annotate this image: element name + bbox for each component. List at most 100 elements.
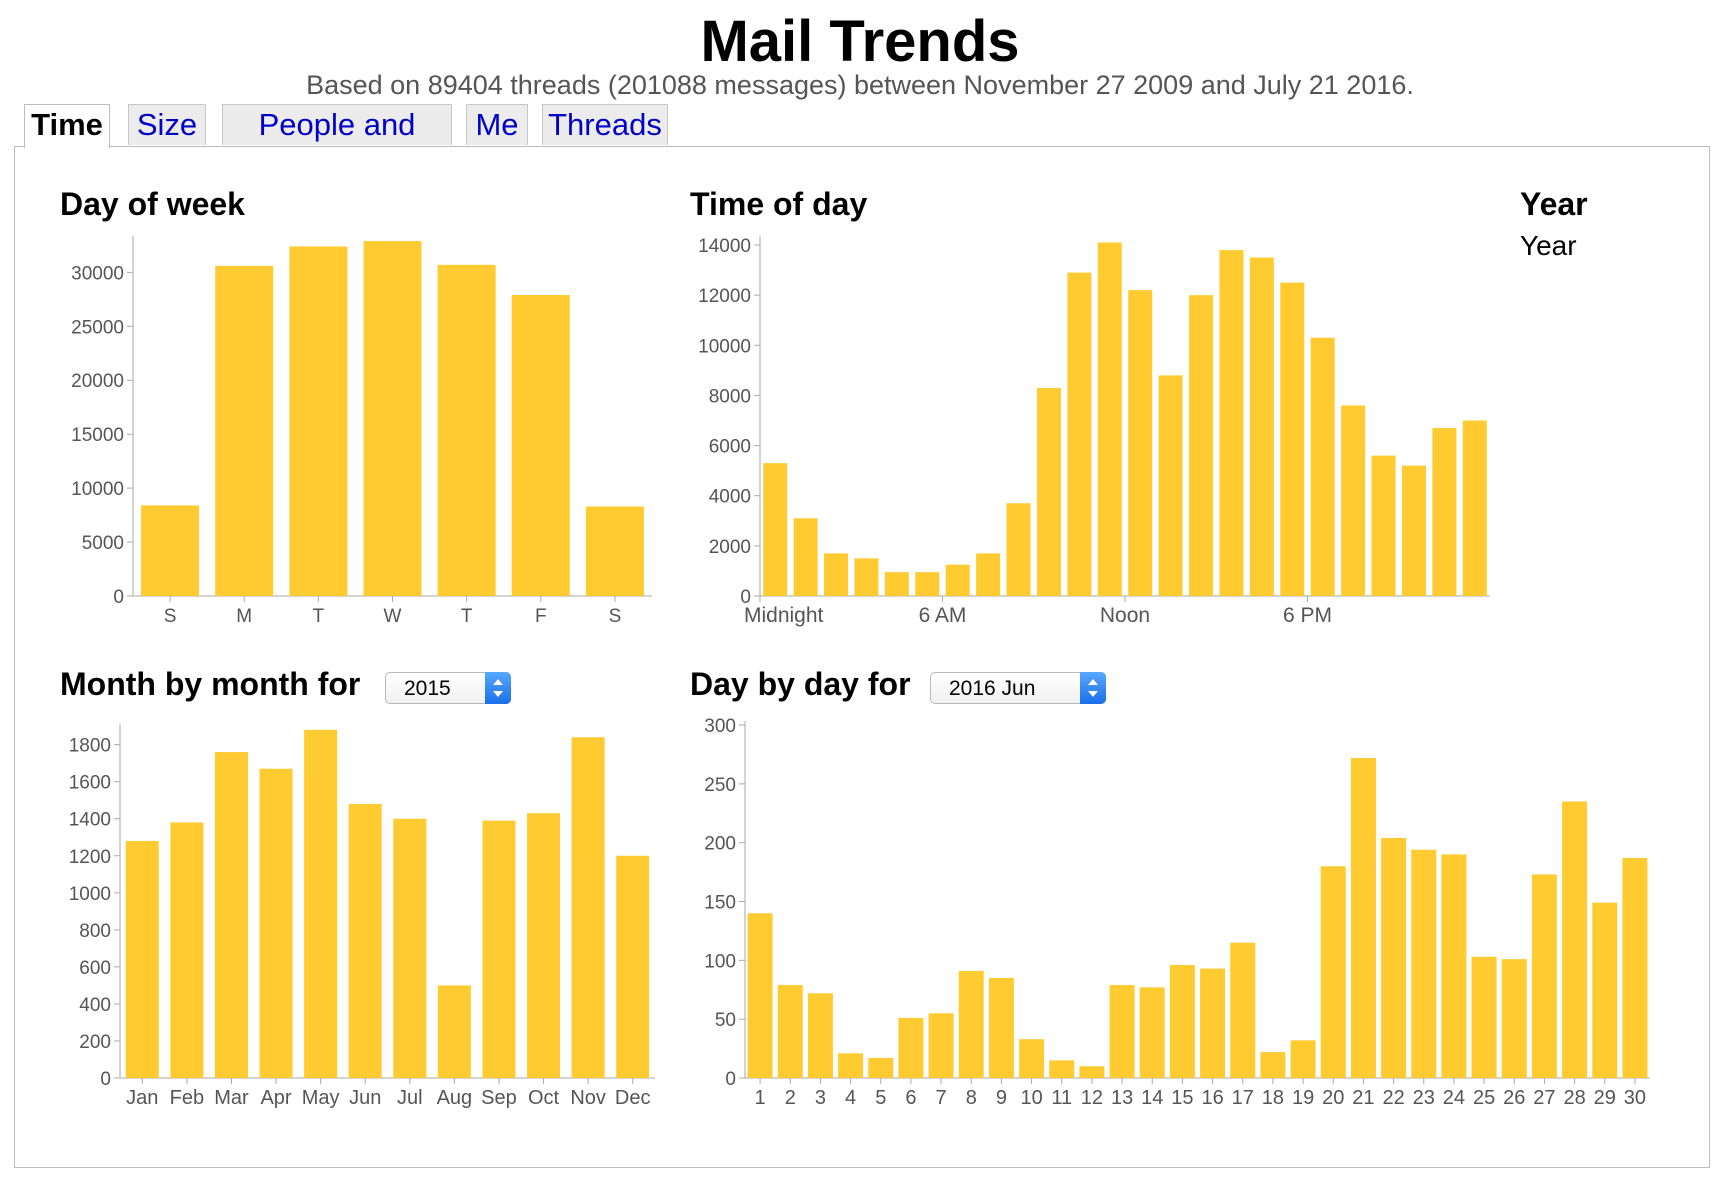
bar (304, 729, 338, 1078)
tab-threads[interactable]: Threads (542, 104, 668, 145)
y-tick-label: 300 (704, 716, 736, 737)
bar (976, 553, 1001, 596)
y-tick-label: 200 (79, 1032, 111, 1053)
chart-title-day-of-week: Day of week (60, 186, 245, 222)
x-tick-label: 10 (1020, 1087, 1042, 1109)
x-tick-label: Midnight (744, 604, 824, 627)
x-tick-label: Feb (170, 1087, 204, 1109)
bar (777, 985, 803, 1078)
x-tick-label: 16 (1201, 1087, 1223, 1109)
y-tick-label: 200 (704, 834, 736, 855)
x-tick-label: 12 (1081, 1087, 1103, 1109)
y-tick-label: 150 (704, 893, 736, 914)
x-tick-label: 3 (815, 1087, 826, 1109)
bar (527, 813, 561, 1078)
y-tick-label: 0 (725, 1069, 736, 1090)
bar (884, 572, 909, 596)
bar (1189, 295, 1214, 596)
bar (868, 1057, 894, 1078)
x-tick-label: 11 (1051, 1087, 1072, 1109)
bar (585, 506, 644, 596)
bar (1200, 968, 1226, 1078)
y-tick-label: 250 (704, 775, 736, 796)
bar (958, 970, 984, 1078)
bar (259, 768, 293, 1078)
y-tick-label: 25000 (71, 317, 124, 338)
y-tick-label: 6000 (709, 437, 751, 458)
bar (1079, 1066, 1105, 1078)
x-tick-label: 24 (1443, 1087, 1465, 1109)
day-month-select[interactable]: 2016 Jun (930, 672, 1106, 704)
bar (915, 572, 940, 596)
bar (170, 822, 204, 1078)
bar (838, 1053, 864, 1078)
bar (1260, 1052, 1286, 1078)
chart-title-month-by-month: Month by month for (60, 666, 361, 702)
bar (1531, 874, 1557, 1078)
x-tick-label: 6 AM (919, 604, 967, 627)
x-tick-label: May (302, 1087, 340, 1109)
bar (571, 737, 605, 1078)
page-subtitle: Based on 89404 threads (201088 messages)… (306, 70, 1414, 100)
bar (824, 553, 849, 596)
bar (1592, 902, 1618, 1078)
x-tick-label: Dec (615, 1087, 651, 1109)
bar (1471, 956, 1497, 1078)
bar (1019, 1039, 1045, 1078)
y-tick-label: 2000 (709, 537, 751, 558)
x-tick-label: 17 (1232, 1087, 1254, 1109)
bar (928, 1013, 954, 1078)
x-tick-label: 9 (996, 1087, 1007, 1109)
x-tick-label: T (461, 606, 473, 627)
y-tick-label: 0 (100, 1069, 111, 1090)
x-tick-label: 28 (1563, 1087, 1585, 1109)
x-tick-label: Jun (349, 1087, 381, 1109)
x-tick-label: T (313, 606, 325, 627)
bar (363, 241, 422, 596)
bar (141, 505, 200, 596)
bar (763, 463, 788, 596)
tab-time[interactable]: Time (24, 104, 110, 148)
year-label: Year (1520, 230, 1577, 261)
x-tick-label: 29 (1594, 1087, 1616, 1109)
x-tick-label: 6 (905, 1087, 916, 1109)
x-tick-label: 4 (845, 1087, 856, 1109)
x-tick-label: Sep (481, 1087, 517, 1109)
bar (1432, 428, 1457, 596)
select-stepper-icon (485, 672, 511, 704)
y-tick-label: 400 (79, 995, 111, 1016)
y-tick-label: 50 (715, 1010, 736, 1031)
bar (393, 818, 427, 1078)
bar (1097, 242, 1122, 596)
x-tick-label: 13 (1111, 1087, 1133, 1109)
bar (1006, 503, 1031, 596)
page-title: Mail Trends (700, 9, 1020, 74)
tab-size[interactable]: Size (128, 104, 206, 145)
x-tick-label: 18 (1262, 1087, 1284, 1109)
x-tick-label: Noon (1100, 604, 1150, 627)
bar (1622, 857, 1648, 1078)
x-tick-label: W (384, 606, 402, 627)
bar (1109, 985, 1135, 1078)
bar (1036, 387, 1061, 596)
x-tick-label: F (535, 606, 547, 627)
bar (1341, 405, 1366, 596)
bar (437, 985, 471, 1078)
month-year-select[interactable]: 2015 (385, 672, 511, 704)
bar (616, 855, 650, 1078)
y-tick-label: 600 (79, 958, 111, 979)
y-tick-label: 14000 (698, 236, 751, 257)
x-tick-label: 27 (1533, 1087, 1555, 1109)
bar (482, 820, 516, 1078)
tab-me[interactable]: Me (466, 104, 528, 145)
bar (1169, 965, 1195, 1078)
bar (1401, 465, 1426, 596)
bar (807, 993, 833, 1078)
x-tick-label: 14 (1141, 1087, 1163, 1109)
bar (289, 246, 348, 597)
x-tick-label: Mar (214, 1087, 249, 1109)
bar (793, 518, 818, 596)
y-tick-label: 1800 (69, 736, 111, 757)
bar (747, 913, 773, 1078)
